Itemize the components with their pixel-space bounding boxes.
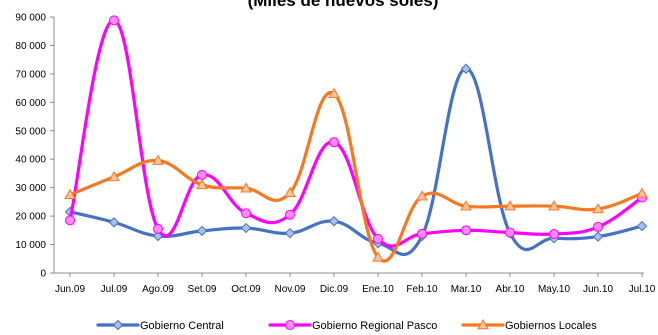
y-tick-label: 70 000 bbox=[15, 69, 46, 80]
series-2 bbox=[65, 15, 647, 248]
y-tick-label: 40 000 bbox=[15, 155, 46, 166]
data-point bbox=[64, 188, 76, 200]
x-tick-label: May.10 bbox=[538, 284, 570, 295]
data-point bbox=[416, 190, 428, 201]
data-point bbox=[241, 208, 251, 219]
data-point bbox=[240, 182, 252, 193]
series-layer bbox=[64, 15, 648, 263]
data-point bbox=[548, 200, 560, 211]
x-tick-label: Ago.09 bbox=[142, 284, 174, 295]
data-point bbox=[460, 63, 472, 74]
data-point bbox=[108, 217, 120, 228]
data-point bbox=[196, 178, 208, 190]
data-point bbox=[505, 227, 515, 238]
data-point bbox=[329, 137, 339, 148]
data-point bbox=[504, 200, 516, 211]
legend-marker bbox=[477, 318, 489, 330]
series-3 bbox=[64, 87, 648, 263]
data-point bbox=[153, 223, 163, 234]
legend: Gobierno Central Gobierno Regional Pasco G… bbox=[96, 318, 597, 332]
y-tick-label: 50 000 bbox=[15, 126, 46, 137]
y-tick-label: 0 bbox=[40, 269, 46, 280]
data-point bbox=[285, 209, 295, 220]
y-tick-label: 90 000 bbox=[15, 13, 46, 24]
y-tick-label: 10 000 bbox=[15, 240, 46, 251]
x-tick-label: Jun.10 bbox=[583, 284, 613, 295]
legend-item: Gobierno Regional Pasco bbox=[268, 320, 437, 332]
axes: 0 10 000 20 000 30 000 40 000 50 000 60 000 70 … bbox=[15, 13, 655, 296]
data-point bbox=[592, 231, 604, 242]
data-point bbox=[636, 187, 648, 198]
legend-label: Gobiernos Locales bbox=[505, 320, 597, 332]
data-point bbox=[372, 251, 384, 262]
data-point bbox=[108, 170, 120, 182]
legend-item: Gobiernos Locales bbox=[461, 318, 597, 332]
y-tick-label: 60 000 bbox=[15, 98, 46, 109]
data-point bbox=[593, 221, 603, 232]
data-point bbox=[328, 87, 340, 99]
data-point bbox=[549, 229, 559, 240]
data-point bbox=[460, 200, 472, 211]
legend-marker bbox=[285, 320, 295, 330]
data-point bbox=[284, 186, 296, 198]
x-tick-label: Jul.10 bbox=[629, 284, 656, 295]
data-point bbox=[109, 15, 119, 26]
x-tick-label: Set.09 bbox=[188, 284, 217, 295]
x-tick-label: Nov.09 bbox=[275, 284, 306, 295]
x-tick-label: Abr.10 bbox=[496, 284, 525, 295]
data-point bbox=[461, 225, 471, 236]
y-tick-label: 20 000 bbox=[15, 212, 46, 223]
y-tick-label: 30 000 bbox=[15, 183, 46, 194]
legend-marker bbox=[112, 319, 124, 331]
x-tick-label: Ene.10 bbox=[362, 284, 394, 295]
y-tick-label: 80 000 bbox=[15, 41, 46, 52]
data-point bbox=[152, 154, 164, 165]
data-point bbox=[636, 220, 648, 232]
data-point bbox=[197, 169, 207, 180]
legend-item: Gobierno Central bbox=[96, 319, 224, 332]
chart-title: (Miles de nuevos soles) bbox=[248, 0, 439, 10]
series-line bbox=[68, 18, 644, 248]
data-point bbox=[417, 228, 427, 239]
x-tick-label: Jun.09 bbox=[55, 284, 85, 295]
x-tick-label: Oct.09 bbox=[231, 284, 261, 295]
data-point bbox=[65, 215, 75, 226]
data-point bbox=[592, 202, 604, 214]
series-line bbox=[68, 91, 644, 263]
legend-label: Gobierno Central bbox=[140, 320, 224, 332]
data-point bbox=[373, 233, 383, 244]
legend-label: Gobierno Regional Pasco bbox=[312, 320, 437, 332]
x-tick-label: Jul.09 bbox=[101, 284, 128, 295]
x-tick-label: Feb.10 bbox=[406, 284, 438, 295]
x-tick-label: Dic.09 bbox=[320, 284, 349, 295]
x-tick-label: Mar.10 bbox=[451, 284, 482, 295]
data-point bbox=[240, 222, 252, 234]
data-point bbox=[328, 216, 340, 227]
data-point bbox=[284, 227, 296, 239]
data-point bbox=[196, 225, 208, 237]
